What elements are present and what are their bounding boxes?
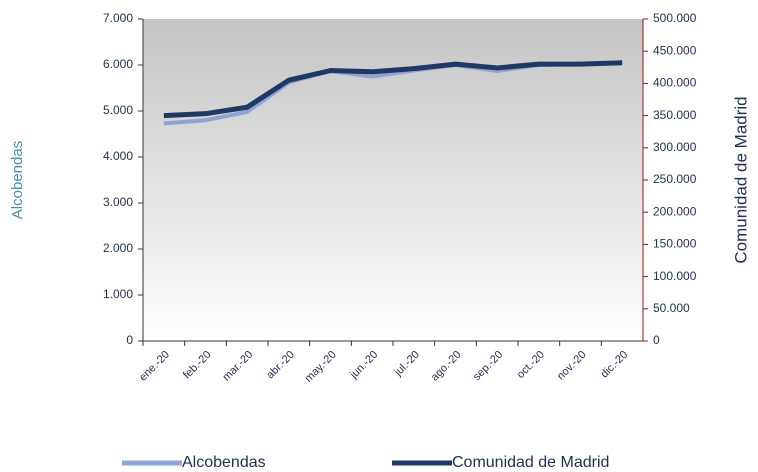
y2-tick-label: 100.000 <box>653 269 697 283</box>
legend-label: Alcobendas <box>182 454 266 471</box>
y2-tick-label: 500.000 <box>653 11 697 25</box>
y-tick-label: 7.000 <box>103 11 133 25</box>
y2-tick-label: 400.000 <box>653 76 697 90</box>
x-tick-label: ene.-20 <box>137 349 172 384</box>
x-tick-label: jul.-20 <box>392 349 422 379</box>
y2-tick-label: 250.000 <box>653 172 697 186</box>
y-tick-label: 3.000 <box>103 195 133 209</box>
y2-tick-label: 50.000 <box>653 301 690 315</box>
y2-tick-label: 150.000 <box>653 237 697 251</box>
y-tick-label: 0 <box>126 333 133 347</box>
x-tick-label: dic.-20 <box>599 349 631 381</box>
x-tick-label: sep.-20 <box>471 349 505 383</box>
y-tick-label: 4.000 <box>103 149 133 163</box>
y2-tick-label: 200.000 <box>653 204 697 218</box>
y-tick-label: 6.000 <box>103 57 133 71</box>
series-line <box>163 60 623 119</box>
y-axis-label: Alcobendas <box>9 141 26 219</box>
y-tick-label: 1.000 <box>103 287 133 301</box>
y2-axis-label: Comunidad de Madrid <box>731 96 750 263</box>
x-tick-label: ago.-20 <box>429 349 464 384</box>
x-tick-label: jun.-20 <box>347 349 380 382</box>
y2-tick-label: 0 <box>653 333 660 347</box>
x-tick-label: feb.-20 <box>181 349 214 382</box>
x-tick-label: mar.-20 <box>220 349 255 384</box>
plot-area <box>143 19 643 341</box>
y-tick-label: 2.000 <box>103 241 133 255</box>
x-tick-label: may.-20 <box>303 349 339 385</box>
y2-tick-label: 350.000 <box>653 108 697 122</box>
x-tick-label: abr.-20 <box>264 349 297 382</box>
y2-tick-label: 450.000 <box>653 43 697 57</box>
x-tick-label: nov.-20 <box>555 349 589 383</box>
y-tick-label: 5.000 <box>103 103 133 117</box>
x-tick-label: oct.-20 <box>515 349 547 381</box>
y2-tick-label: 300.000 <box>653 140 697 154</box>
legend-label: Comunidad de Madrid <box>452 454 609 471</box>
